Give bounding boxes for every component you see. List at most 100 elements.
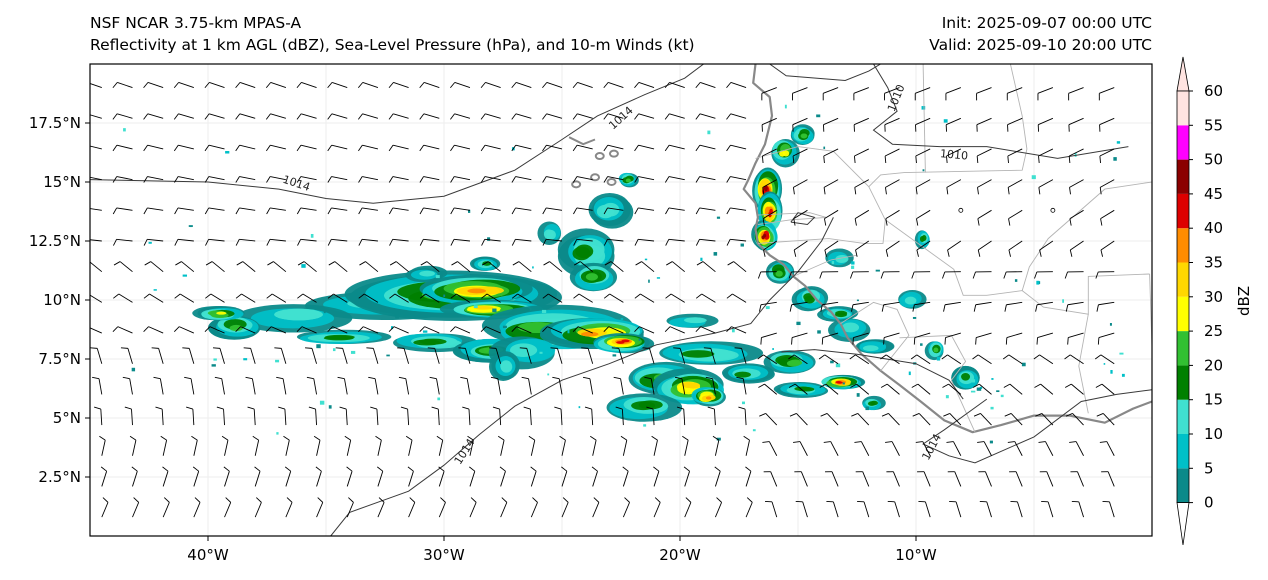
wind-barb-flag	[243, 347, 251, 349]
wind-barb-shaft	[730, 176, 747, 181]
wind-barb-flag	[944, 337, 946, 345]
wind-barb-shaft	[269, 207, 286, 211]
wind-barb-flag	[212, 347, 221, 349]
wind-barb-shaft	[955, 501, 962, 518]
colorbar-swatch	[1177, 468, 1189, 503]
colorbar-tick-label: 50	[1204, 151, 1223, 169]
wind-barb-flag	[92, 376, 100, 380]
wind-barb-shaft	[485, 326, 501, 334]
wind-barb-flag	[327, 207, 332, 215]
wind-barb-shaft	[132, 440, 137, 456]
wind-barb-flag	[497, 435, 505, 441]
wind-barb-shaft	[190, 378, 195, 395]
reflectivity-speck	[796, 321, 801, 326]
wind-barb-shaft	[700, 326, 716, 334]
wind-barb-shaft	[98, 378, 103, 395]
wind-barb-shaft	[856, 383, 870, 395]
wind-barb-flag	[820, 413, 828, 417]
reflectivity-cell	[835, 310, 848, 316]
wind-barb-flag	[378, 497, 385, 503]
reflectivity-cell	[467, 288, 487, 294]
lat-tick-label: 15°N	[43, 173, 81, 191]
wind-barb-flag	[1064, 354, 1071, 360]
wind-barb-shaft	[1099, 148, 1115, 157]
wind-barb-shaft	[576, 176, 593, 181]
wind-barb-shaft	[947, 240, 962, 251]
wind-barb-shaft	[211, 261, 225, 273]
wind-barb-flag	[160, 435, 167, 441]
wind-barb-shaft	[484, 176, 501, 181]
wind-barb-flag	[1005, 337, 1008, 345]
reflectivity-cell	[509, 343, 538, 357]
wind-barb-flag	[102, 497, 109, 503]
wind-barb-flag	[1036, 337, 1038, 345]
wind-barb-shaft	[730, 81, 747, 89]
wind-barb-shaft	[977, 179, 992, 188]
reflectivity-speck	[148, 241, 152, 244]
calm-wind-marker	[1050, 207, 1056, 213]
reflectivity-speck	[310, 233, 314, 238]
wind-barb-flag	[409, 497, 416, 503]
wind-barb-flag	[173, 144, 179, 152]
reflectivity-cell	[419, 270, 435, 277]
wind-barb-shaft	[147, 207, 164, 211]
wind-barb-flag	[572, 176, 578, 183]
reflectivity-speck	[473, 305, 478, 309]
reflectivity-cell	[763, 185, 768, 192]
wind-barb-flag	[760, 337, 762, 345]
wind-barb-flag	[883, 337, 885, 345]
wind-barb-flag	[389, 261, 397, 266]
reflectivity-speck	[1119, 352, 1124, 355]
wind-barb-shaft	[209, 113, 225, 119]
wind-barb-shaft	[210, 293, 225, 303]
wind-barb-shaft	[730, 238, 747, 242]
wind-barb-flag	[112, 82, 118, 89]
reflectivity-cell	[274, 308, 323, 321]
colorbar-swatch	[1177, 331, 1189, 366]
wind-barb-flag	[884, 155, 887, 164]
wind-barb-shaft	[219, 348, 225, 364]
wind-barb-flag	[235, 113, 241, 120]
wind-barb-flag	[90, 347, 98, 349]
wind-barb-shaft	[518, 261, 532, 273]
wind-barb-shaft	[793, 240, 808, 251]
wind-barb-shaft	[224, 440, 229, 456]
reflectivity-speck	[323, 309, 326, 314]
wind-barb-flag	[1008, 249, 1011, 257]
wind-barb-shaft	[733, 261, 747, 273]
wind-barb-flag	[634, 207, 639, 215]
wind-barb-flag	[143, 82, 149, 89]
wind-barb-shaft	[362, 113, 379, 119]
wind-barb-flag	[327, 113, 333, 120]
wind-barb-shaft	[334, 261, 348, 273]
wind-barb-shaft	[684, 502, 692, 518]
wind-barb-flag	[120, 347, 128, 349]
wind-barb-shaft	[516, 326, 532, 334]
wind-barb-shaft	[653, 440, 658, 456]
reflectivity-speck	[211, 364, 216, 367]
reflectivity-cell	[904, 296, 917, 305]
wind-barb-flag	[317, 497, 324, 503]
wind-barb-shaft	[434, 348, 440, 364]
wind-barb-shaft	[700, 81, 716, 89]
wind-barb-shaft	[1045, 441, 1054, 456]
colorbar-swatch	[1177, 365, 1189, 400]
wind-barb-flag	[542, 82, 548, 89]
wind-barb-shaft	[915, 179, 931, 188]
wind-barb-flag	[880, 354, 887, 360]
country-border	[1078, 314, 1089, 414]
wind-barb-shaft	[854, 179, 870, 188]
reflectivity-cell	[775, 270, 783, 277]
wind-barb-shaft	[301, 113, 317, 119]
colorbar-swatch	[1177, 91, 1189, 126]
wind-barb-shaft	[976, 87, 992, 94]
wind-barb-shaft	[761, 87, 777, 94]
wind-barb-flag	[793, 218, 796, 226]
wind-barb-flag	[880, 271, 884, 279]
wind-barb-shaft	[484, 144, 501, 150]
reflectivity-speck	[970, 390, 976, 393]
wind-barb-shaft	[985, 471, 992, 487]
reflectivity-speck	[648, 279, 650, 283]
wind-barb-flag	[712, 435, 720, 441]
wind-barb-shaft	[745, 471, 752, 487]
